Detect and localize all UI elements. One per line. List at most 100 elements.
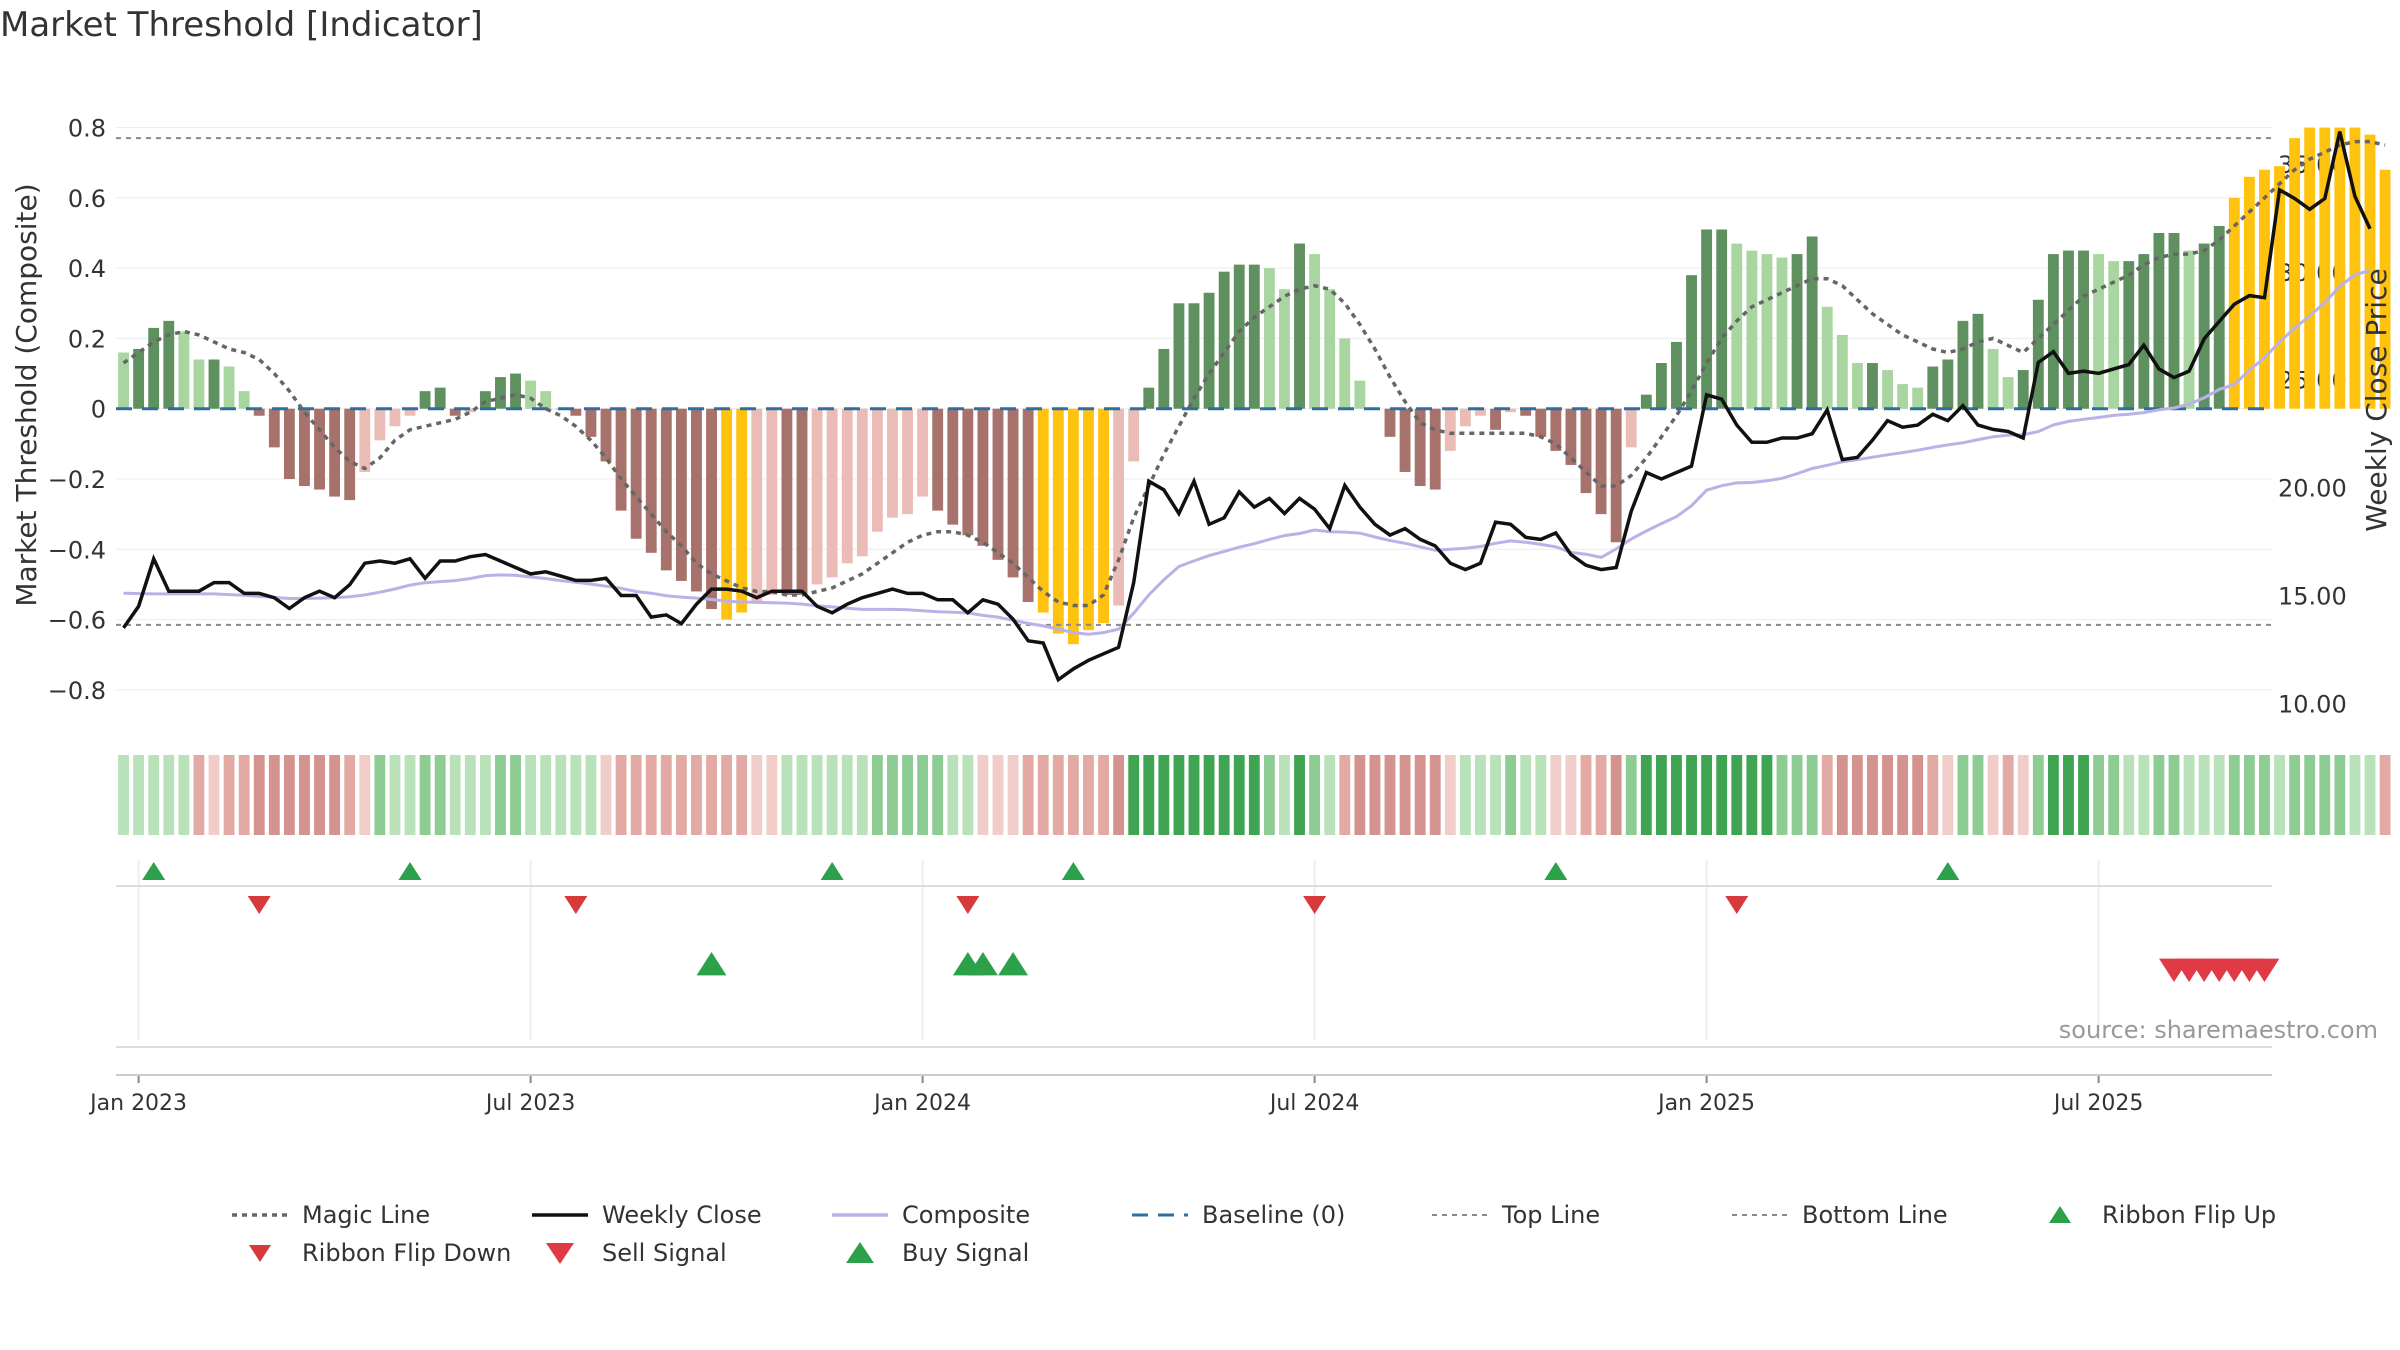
composite-bar	[1203, 292, 1215, 409]
composite-bar	[1128, 408, 1140, 462]
composite-bar	[268, 408, 280, 448]
ribbon-segment	[1203, 755, 1215, 835]
ribbon-segment	[2047, 755, 2059, 835]
ribbon-flip-down-marker	[956, 896, 980, 914]
ribbon-segment	[223, 755, 235, 835]
composite-bar	[1354, 380, 1366, 409]
ribbon-segment	[1429, 755, 1441, 835]
composite-bar	[1550, 408, 1562, 451]
legend-item-bottom: Bottom Line	[1730, 1200, 2030, 1230]
ribbon-segment	[2123, 755, 2135, 835]
legend-symbol-sell	[530, 1241, 590, 1265]
composite-line	[123, 269, 2371, 636]
composite-bar	[992, 408, 1004, 560]
ribbon-segment	[1475, 755, 1486, 835]
composite-bar	[1475, 408, 1486, 416]
composite-bar	[2017, 370, 2029, 409]
y-tick-label: −0.4	[48, 536, 106, 564]
composite-bar	[1595, 408, 1607, 515]
composite-bar	[917, 408, 929, 497]
ribbon-segment	[1218, 755, 1230, 835]
ribbon-segment	[1354, 755, 1366, 835]
composite-bar	[600, 408, 612, 462]
x-tick-label: Jul 2024	[1268, 1091, 1360, 1116]
legend-label: Top Line	[1502, 1201, 1601, 1229]
composite-bar	[118, 352, 129, 409]
composite-bar	[1655, 363, 1667, 409]
composite-bar	[1731, 243, 1743, 409]
composite-bar	[540, 391, 552, 409]
ribbon-segment	[344, 755, 356, 835]
composite-bar	[1098, 408, 1109, 624]
ribbon-segment	[1851, 755, 1863, 835]
composite-bar	[1052, 408, 1064, 634]
y-tick-label: 0.6	[68, 185, 106, 213]
ribbon-segment	[555, 755, 567, 835]
y-tick-label: 0.4	[68, 255, 106, 283]
ribbon-segment	[947, 755, 959, 835]
ribbon-segment	[2213, 755, 2225, 835]
composite-bar	[675, 408, 687, 581]
ribbon-segment	[1414, 755, 1426, 835]
composite-bar	[1218, 271, 1230, 409]
ribbon-segment	[721, 755, 733, 835]
chart-legend: Magic Line Weekly Close Composite Baseline …	[230, 1200, 2330, 1268]
ribbon-segment	[464, 755, 476, 835]
ribbon-segment	[495, 755, 506, 835]
ribbon-segment	[1263, 755, 1275, 835]
composite-bar	[585, 408, 597, 437]
composite-bar	[902, 408, 913, 515]
ribbon-segment	[1384, 755, 1396, 835]
composite-bar	[163, 320, 175, 409]
ribbon-segment	[1761, 755, 1773, 835]
legend-item-sell: Sell Signal	[530, 1238, 830, 1268]
ribbon-segment	[118, 755, 129, 835]
composite-bar	[2078, 250, 2089, 409]
ribbon-segment	[2138, 755, 2150, 835]
ribbon-segment	[299, 755, 310, 835]
ribbon-segment	[540, 755, 552, 835]
composite-bar	[329, 408, 341, 497]
composite-bar	[1671, 341, 1682, 409]
composite-bar	[1580, 408, 1592, 494]
ribbon-segment	[525, 755, 537, 835]
ribbon-segment	[178, 755, 190, 835]
ribbon-segment	[1535, 755, 1547, 835]
y-tick-label: −0.8	[48, 677, 106, 705]
composite-bar	[208, 359, 220, 409]
y-tick-label: 0.2	[68, 325, 106, 353]
magic-line	[122, 139, 2386, 608]
legend-label: Buy Signal	[902, 1239, 1030, 1267]
legend-label: Composite	[902, 1201, 1031, 1229]
ribbon-segment	[1686, 755, 1697, 835]
composite-bar	[1188, 303, 1200, 409]
legend-item-flipdown: Ribbon Flip Down	[230, 1238, 530, 1268]
source-note: source: sharemaestro.com	[2059, 1016, 2378, 1044]
ribbon-segment	[1399, 755, 1411, 835]
composite-bar	[2138, 254, 2150, 409]
composite-bar	[887, 408, 898, 518]
ribbon-segment	[1520, 755, 1532, 835]
ribbon-flip-up-marker	[1544, 862, 1568, 880]
composite-bar	[2002, 377, 2014, 409]
ribbon-segment	[645, 755, 657, 835]
ribbon-segment	[2017, 755, 2029, 835]
ribbon-segment	[811, 755, 823, 835]
composite-bar	[1987, 348, 1999, 409]
ribbon-segment	[691, 755, 702, 835]
ribbon-segment	[479, 755, 491, 835]
composite-bar	[1233, 264, 1245, 409]
ribbon-segment	[2108, 755, 2120, 835]
composite-bar	[495, 377, 506, 409]
ribbon-segment	[2259, 755, 2270, 835]
ribbon-segment	[2093, 755, 2105, 835]
ribbon-segment	[283, 755, 295, 835]
ribbon-segment	[1882, 755, 1893, 835]
ribbon-segment	[2304, 755, 2316, 835]
composite-bar	[404, 408, 416, 416]
ribbon-strip	[118, 755, 2391, 835]
composite-bar	[1625, 408, 1637, 448]
legend-symbol-top	[1430, 1203, 1490, 1227]
ribbon-segment	[630, 755, 642, 835]
composite-bar	[525, 380, 537, 409]
